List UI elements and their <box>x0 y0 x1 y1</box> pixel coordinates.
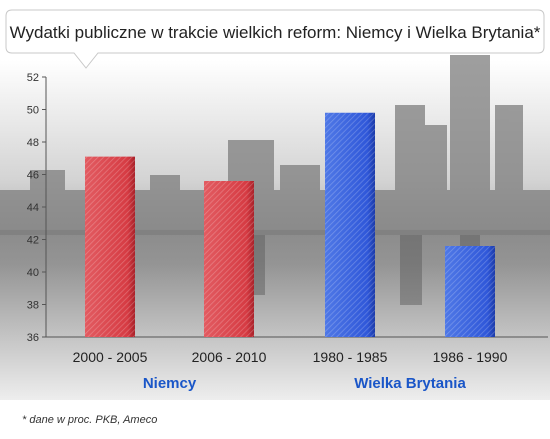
y-tick-label: 48 <box>27 137 39 149</box>
title-bubble: Wydatki publiczne w trakcie wielkich ref… <box>5 9 545 69</box>
y-tick-label: 52 <box>27 72 39 84</box>
chart-title: Wydatki publiczne w trakcie wielkich ref… <box>10 23 541 42</box>
category-labels: 2000 - 2005 2006 - 2010 1980 - 1985 1986 - … <box>73 349 508 365</box>
y-tick-label: 36 <box>27 332 39 344</box>
category-label: 1980 - 1985 <box>313 349 388 365</box>
group-label: Niemcy <box>143 375 197 392</box>
bar-texture <box>325 112 375 337</box>
y-axis: 36 38 40 42 44 46 48 50 52 <box>27 72 46 344</box>
category-label: 1986 - 1990 <box>433 349 508 365</box>
group-labels: Niemcy Wielka Brytania <box>143 375 467 392</box>
y-tick-label: 38 <box>27 300 39 312</box>
category-label: 2000 - 2005 <box>73 349 148 365</box>
y-tick-label: 40 <box>27 267 39 279</box>
bars <box>85 112 495 337</box>
group-label: Wielka Brytania <box>354 375 466 392</box>
bar-texture <box>445 246 495 337</box>
y-tick-label: 42 <box>27 235 39 247</box>
footnote: * dane w proc. PKB, Ameco <box>22 414 158 426</box>
bar-texture <box>204 181 254 337</box>
category-label: 2006 - 2010 <box>192 349 267 365</box>
bar-texture <box>85 156 135 337</box>
y-tick-label: 46 <box>27 170 39 182</box>
y-tick-label: 44 <box>27 202 39 214</box>
y-tick-label: 50 <box>27 105 39 117</box>
